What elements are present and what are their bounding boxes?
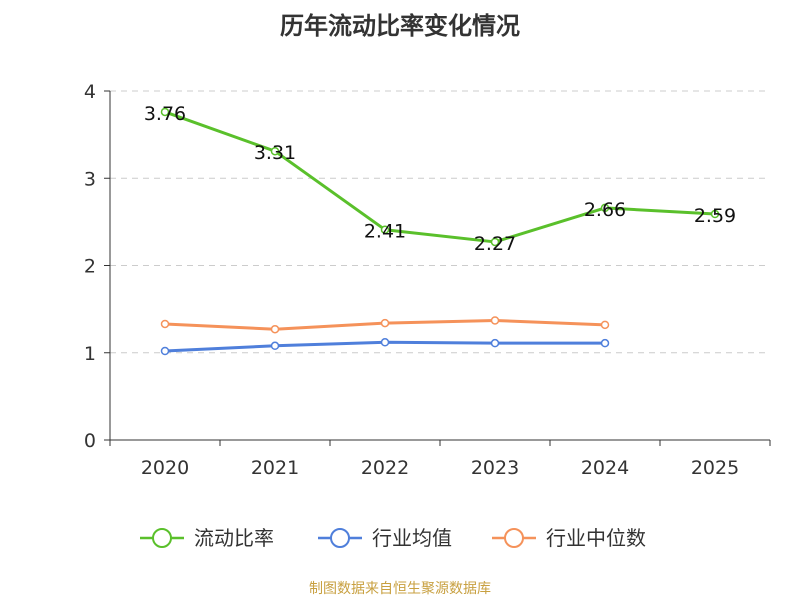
x-tick-label: 2021 — [251, 457, 299, 479]
legend-label: 行业中位数 — [546, 526, 646, 550]
legend-marker — [504, 528, 524, 548]
legend-item-2: 行业中位数 — [492, 526, 646, 550]
legend-label: 行业均值 — [372, 526, 452, 550]
data-label: 3.31 — [254, 142, 296, 164]
legend-item-1: 行业均值 — [318, 526, 452, 550]
data-point — [600, 320, 610, 330]
data-point — [490, 316, 500, 325]
data-point — [380, 318, 390, 328]
data-point — [710, 209, 720, 219]
x-tick-label: 2022 — [361, 457, 409, 479]
y-tick-label: 3 — [84, 168, 96, 190]
grid-lines — [110, 90, 770, 354]
legend: 流动比率 行业均值 行业中位数 — [140, 526, 646, 550]
data-point — [490, 237, 500, 247]
data-label: 2.27 — [474, 233, 516, 255]
data-point — [160, 319, 170, 329]
x-tick-label: 2020 — [141, 457, 189, 479]
data-point — [270, 146, 280, 156]
data-point — [270, 324, 280, 334]
data-label: 2.59 — [694, 205, 736, 227]
data-point — [490, 338, 500, 348]
chart-title: 历年流动比率变化情况 — [280, 12, 520, 40]
data-point — [160, 346, 170, 356]
data-point — [380, 225, 390, 234]
data-point — [380, 338, 390, 347]
data-labels: 3.76 3.31 2.41 2.27 2.66 2.59 — [144, 103, 736, 255]
y-tick-label: 0 — [84, 430, 96, 452]
legend-marker — [152, 528, 172, 548]
x-tick-label: 2025 — [691, 457, 739, 479]
series-lines — [160, 107, 720, 356]
source-note: 制图数据来自恒生聚源数据库 — [309, 581, 491, 597]
data-label: 2.41 — [364, 221, 406, 243]
data-point — [160, 107, 170, 117]
legend-label: 流动比率 — [194, 526, 274, 550]
legend-item-0: 流动比率 — [140, 526, 274, 550]
x-tick-label: 2024 — [581, 457, 629, 479]
data-label: 2.66 — [584, 199, 626, 221]
series-line-0 — [164, 110, 716, 244]
data-point — [600, 203, 610, 213]
y-tick-label: 1 — [84, 343, 96, 365]
y-tick-label: 4 — [84, 81, 96, 103]
data-point — [600, 338, 610, 348]
y-tick-label: 2 — [84, 256, 96, 278]
axes: 0 1 2 3 4 2020 2021 2022 2023 2024 2025 — [84, 81, 771, 479]
data-label: 3.76 — [144, 103, 186, 125]
legend-marker — [330, 528, 350, 548]
x-tick-label: 2023 — [471, 457, 519, 479]
data-point — [270, 341, 280, 351]
